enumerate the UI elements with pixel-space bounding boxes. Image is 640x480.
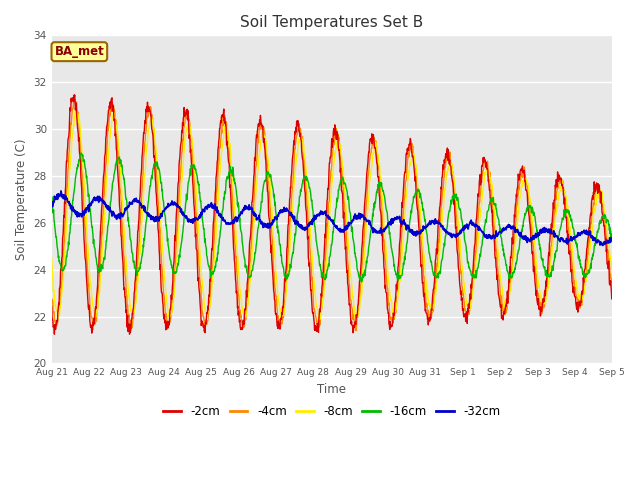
- Text: BA_met: BA_met: [54, 45, 104, 58]
- X-axis label: Time: Time: [317, 383, 346, 396]
- Title: Soil Temperatures Set B: Soil Temperatures Set B: [240, 15, 424, 30]
- Legend: -2cm, -4cm, -8cm, -16cm, -32cm: -2cm, -4cm, -8cm, -16cm, -32cm: [159, 401, 505, 423]
- Y-axis label: Soil Temperature (C): Soil Temperature (C): [15, 139, 28, 260]
